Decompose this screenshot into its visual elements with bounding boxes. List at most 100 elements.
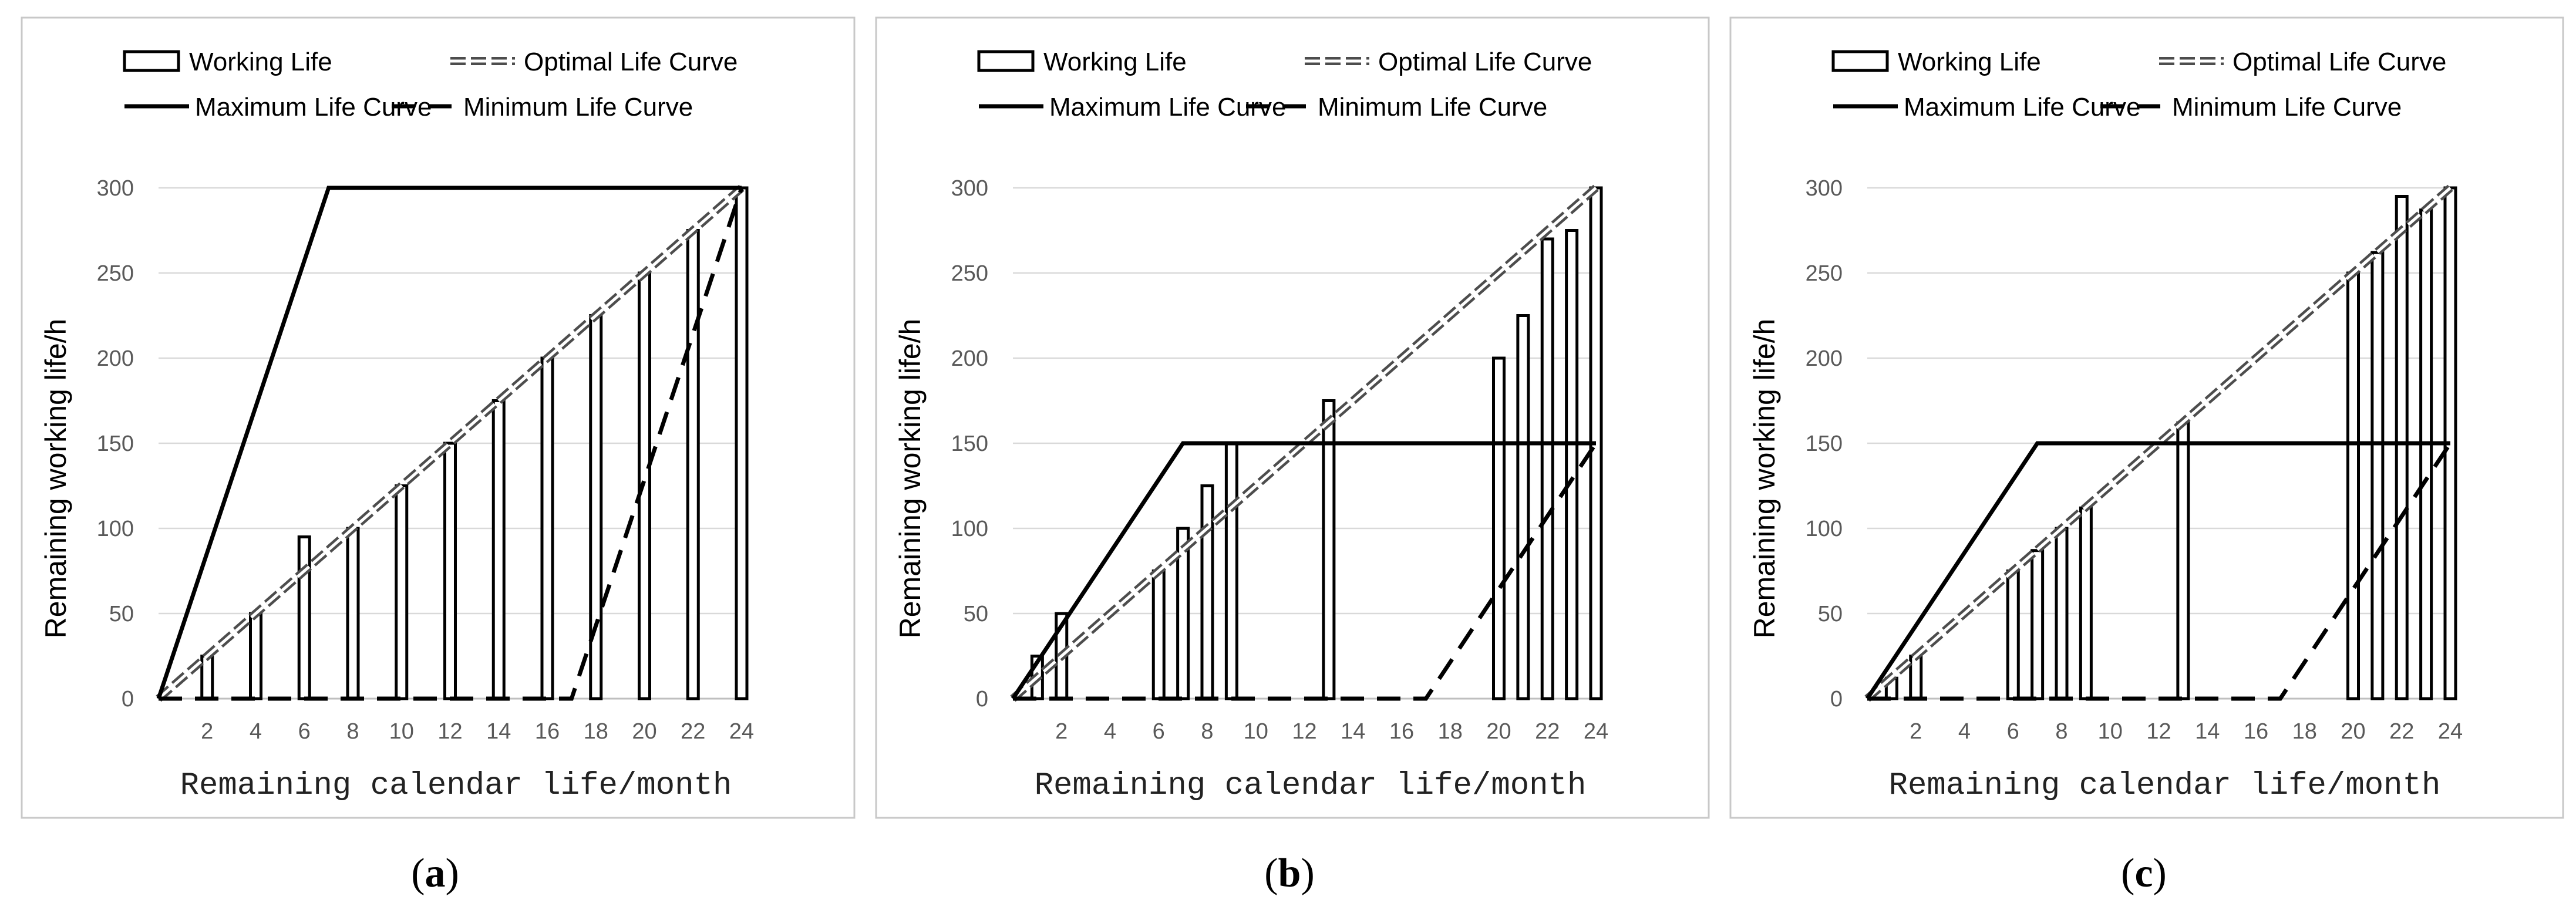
maximum-life-curve bbox=[156, 186, 742, 700]
legend-optimal-label: Optimal Life Curve bbox=[2232, 48, 2446, 76]
working-life-bar bbox=[1492, 356, 1506, 700]
y-tick-label: 200 bbox=[1806, 346, 1843, 371]
y-tick-label: 100 bbox=[97, 517, 134, 541]
y-tick-label: 0 bbox=[122, 687, 134, 712]
working-life-bar bbox=[735, 186, 749, 700]
x-tick-label: 10 bbox=[1244, 719, 1268, 744]
working-life-bar bbox=[443, 441, 457, 700]
working-life-bar bbox=[395, 484, 409, 700]
working-life-bar bbox=[1516, 314, 1530, 700]
x-tick-label: 20 bbox=[1486, 719, 1511, 744]
x-tick-label: 24 bbox=[2438, 719, 2463, 744]
working-life-bar bbox=[686, 229, 700, 700]
x-tick-label: 22 bbox=[2389, 719, 2414, 744]
caption-letter: a bbox=[425, 851, 446, 896]
y-tick-label: 300 bbox=[951, 176, 988, 201]
caption-letter: c bbox=[2134, 851, 2153, 896]
y-tick-label: 50 bbox=[964, 602, 988, 626]
working-life-bar bbox=[2079, 506, 2093, 700]
y-tick-label: 250 bbox=[951, 261, 988, 286]
working-life-bar bbox=[346, 527, 360, 700]
caption-open-paren: ( bbox=[411, 851, 425, 896]
y-tick-label: 150 bbox=[1806, 432, 1843, 456]
working-life-bar bbox=[491, 399, 506, 700]
y-tick-label: 250 bbox=[1806, 261, 1843, 286]
x-tick-label: 6 bbox=[2007, 719, 2019, 744]
minimum-life-curve bbox=[159, 187, 744, 701]
caption-open-paren: ( bbox=[2121, 851, 2134, 896]
y-tick-label: 0 bbox=[1830, 687, 1843, 712]
working-life-bar bbox=[297, 535, 311, 700]
caption-close-paren: ) bbox=[446, 851, 459, 896]
y-tick-label: 150 bbox=[97, 432, 134, 456]
panel-caption: (b) bbox=[1264, 851, 1315, 896]
working-life-bar bbox=[1176, 527, 1190, 700]
x-tick-label: 14 bbox=[486, 719, 511, 744]
caption-open-paren: ( bbox=[1264, 851, 1278, 896]
caption-letter: b bbox=[1278, 851, 1301, 896]
x-tick-label: 22 bbox=[1535, 719, 1560, 744]
x-tick-label: 8 bbox=[346, 719, 359, 744]
legend-working-life-swatch bbox=[977, 50, 1035, 72]
x-tick-label: 6 bbox=[1153, 719, 1165, 744]
x-tick-label: 14 bbox=[2195, 719, 2220, 744]
x-tick-label: 4 bbox=[1104, 719, 1116, 744]
working-life-bar bbox=[1565, 229, 1579, 700]
caption-close-paren: ) bbox=[1301, 851, 1314, 896]
x-tick-label: 18 bbox=[1438, 719, 1463, 744]
working-life-bar bbox=[2419, 208, 2433, 700]
y-tick-label: 100 bbox=[951, 517, 988, 541]
legend-minimum-label: Minimum Life Curve bbox=[463, 93, 693, 122]
legend-minimum-label: Minimum Life Curve bbox=[1318, 93, 1547, 122]
y-axis-label: Remaining working life/h bbox=[1748, 319, 1781, 639]
working-life-bar bbox=[1224, 441, 1238, 700]
x-axis-label: Remaining calendar life/month bbox=[1889, 768, 2441, 804]
y-axis-label: Remaining working life/h bbox=[39, 319, 72, 639]
x-tick-label: 2 bbox=[1910, 719, 1922, 744]
working-life-bar bbox=[2055, 527, 2069, 700]
y-tick-label: 50 bbox=[1818, 602, 1843, 626]
x-tick-label: 16 bbox=[2244, 719, 2268, 744]
x-tick-label: 10 bbox=[389, 719, 414, 744]
minimum-life-curve bbox=[1013, 442, 1598, 701]
x-tick-label: 14 bbox=[1341, 719, 1365, 744]
working-life-bar bbox=[1151, 569, 1166, 700]
x-tick-label: 20 bbox=[2341, 719, 2365, 744]
x-tick-label: 12 bbox=[2146, 719, 2171, 744]
x-tick-label: 4 bbox=[1958, 719, 1971, 744]
legend-working-life-label: Working Life bbox=[189, 48, 332, 76]
legend-optimal-label: Optimal Life Curve bbox=[1378, 48, 1592, 76]
x-tick-label: 24 bbox=[729, 719, 754, 744]
y-tick-label: 200 bbox=[97, 346, 134, 371]
minimum-life-curve bbox=[1867, 442, 2452, 701]
working-life-bar bbox=[2346, 271, 2360, 700]
panel-caption: (c) bbox=[2121, 851, 2167, 896]
x-tick-label: 6 bbox=[298, 719, 311, 744]
working-life-bar bbox=[2395, 195, 2409, 700]
maximum-life-curve bbox=[1866, 441, 2450, 700]
y-tick-label: 300 bbox=[97, 176, 134, 201]
working-life-bar bbox=[2031, 549, 2045, 700]
legend-working-life-swatch bbox=[1831, 50, 1889, 72]
x-axis-label: Remaining calendar life/month bbox=[1035, 768, 1587, 804]
x-axis-label: Remaining calendar life/month bbox=[180, 768, 732, 804]
optimal-life-curve bbox=[157, 187, 743, 700]
x-tick-label: 2 bbox=[1055, 719, 1068, 744]
x-tick-label: 2 bbox=[201, 719, 213, 744]
x-tick-label: 8 bbox=[2055, 719, 2067, 744]
working-life-bar bbox=[200, 655, 214, 700]
working-life-bar bbox=[1322, 399, 1336, 700]
y-tick-label: 100 bbox=[1806, 517, 1843, 541]
x-tick-label: 24 bbox=[1584, 719, 1608, 744]
y-axis-label: Remaining working life/h bbox=[894, 319, 927, 639]
legend-minimum-label: Minimum Life Curve bbox=[2172, 93, 2402, 122]
working-life-bar bbox=[540, 356, 554, 700]
y-tick-label: 300 bbox=[1806, 176, 1843, 201]
x-tick-label: 22 bbox=[681, 719, 705, 744]
chart-frame bbox=[21, 16, 856, 819]
working-life-bar bbox=[1200, 484, 1214, 700]
